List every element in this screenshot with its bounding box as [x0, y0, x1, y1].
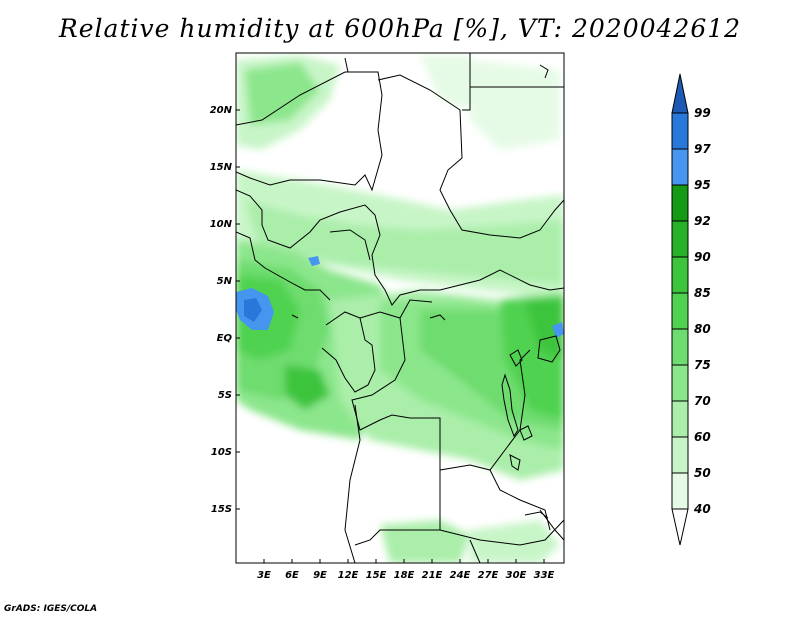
lat-label: 15S	[211, 504, 232, 515]
colorbar-box	[671, 292, 689, 330]
colorbar-label: 85	[694, 286, 711, 300]
lat-axis: 20N 15N 10N 5N EQ 5S 10S 15S	[210, 105, 240, 515]
colorbar-label: 99	[694, 106, 711, 120]
colorbar-label: 50	[694, 466, 711, 480]
colorbar	[671, 73, 689, 546]
lon-label: 3E	[257, 570, 271, 581]
colorbar-label: 90	[694, 250, 711, 264]
lon-label: 33E	[534, 570, 555, 581]
colorbar-box	[671, 112, 689, 150]
lat-label: 5S	[218, 390, 232, 401]
colorbar-label: 95	[694, 178, 711, 192]
lon-axis: 3E 6E 9E 12E 15E 18E 21E 24E 27E 30E 33E	[257, 559, 555, 581]
colorbar-label: 70	[694, 394, 711, 408]
lon-label: 6E	[285, 570, 299, 581]
colorbar-box	[671, 148, 689, 186]
credit-text: GrADS: IGES/COLA	[4, 604, 98, 614]
colorbar-label: 92	[694, 214, 711, 228]
colorbar-box	[671, 472, 689, 510]
lon-label: 18E	[394, 570, 415, 581]
lon-label: 24E	[450, 570, 471, 581]
colorbar-upper-arrow	[671, 73, 689, 114]
lon-label: 12E	[338, 570, 359, 581]
colorbar-box	[671, 256, 689, 294]
lon-label: 21E	[422, 570, 443, 581]
colorbar-label: 40	[693, 502, 711, 516]
colorbar-label: 97	[694, 142, 711, 156]
lon-label: 27E	[478, 570, 499, 581]
lat-label: 20N	[210, 105, 233, 116]
colorbar-box	[671, 328, 689, 366]
lon-label: 15E	[366, 570, 387, 581]
map-frame	[235, 52, 565, 564]
map-title: Relative humidity at 600hPa [%], VT: 202…	[58, 14, 742, 43]
colorbar-lower-arrow	[671, 508, 689, 546]
lon-label: 9E	[313, 570, 327, 581]
lat-label: 10N	[210, 219, 233, 230]
colorbar-box	[671, 400, 689, 438]
lat-label: 15N	[210, 162, 233, 173]
colorbar-label: 75	[694, 358, 711, 372]
colorbar-box	[671, 364, 689, 402]
colorbar-box	[671, 220, 689, 258]
colorbar-label: 60	[694, 430, 711, 444]
colorbar-box	[671, 436, 689, 474]
country-borders	[236, 53, 564, 563]
colorbar-labels: 40 50 60 70 75 80 85 90 92 95 97 99	[693, 106, 711, 516]
colorbar-box	[671, 184, 689, 222]
lon-label: 30E	[506, 570, 527, 581]
humidity-field	[236, 55, 564, 563]
lat-label: 10S	[211, 447, 232, 458]
colorbar-label: 80	[694, 322, 711, 336]
lat-label: 5N	[217, 276, 233, 287]
lat-label: EQ	[217, 333, 233, 344]
